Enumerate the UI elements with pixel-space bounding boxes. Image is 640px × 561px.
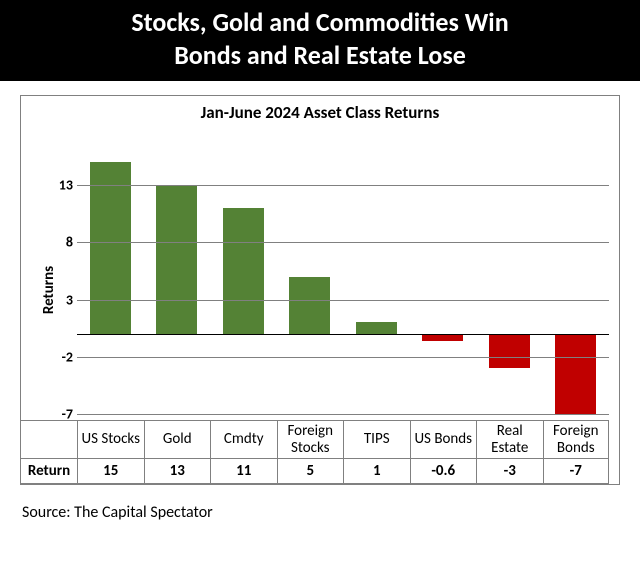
gridline xyxy=(77,300,609,301)
gridline xyxy=(77,242,609,243)
zero-line xyxy=(77,334,609,335)
gridline xyxy=(77,357,609,358)
value-cell: -7 xyxy=(543,458,610,484)
category-cell: US Bonds xyxy=(410,420,477,458)
source-text: Source: The Capital Spectator xyxy=(22,503,618,522)
y-tick-label: 13 xyxy=(47,177,73,194)
category-cell: Gold xyxy=(144,420,211,458)
gridline xyxy=(77,414,609,415)
bar xyxy=(156,185,197,334)
bar xyxy=(555,334,596,414)
chart-title: Jan-June 2024 Asset Class Returns xyxy=(21,102,619,123)
category-cell: Cmdty xyxy=(210,420,277,458)
y-tick-label: 3 xyxy=(47,291,73,308)
table-corner xyxy=(21,420,77,458)
header-line-2: Bonds and Real Estate Lose xyxy=(10,39,630,72)
value-cell: -0.6 xyxy=(410,458,477,484)
category-cell: TIPS xyxy=(343,420,410,458)
category-cell: Foreign Stocks xyxy=(277,420,344,458)
row-header: Return xyxy=(21,458,77,484)
bar xyxy=(489,334,530,368)
value-cell: 13 xyxy=(144,458,211,484)
value-cell: 5 xyxy=(277,458,344,484)
gridline xyxy=(77,185,609,186)
category-cell: US Stocks xyxy=(77,420,144,458)
value-cell: -3 xyxy=(476,458,543,484)
data-table: US StocksGoldCmdtyForeign StocksTIPSUS B… xyxy=(21,420,609,484)
category-cell: Foreign Bonds xyxy=(543,420,610,458)
value-cell: 15 xyxy=(77,458,144,484)
bars-layer xyxy=(77,128,609,414)
bar xyxy=(90,162,131,334)
bar xyxy=(356,322,397,333)
header-banner: Stocks, Gold and Commodities Win Bonds a… xyxy=(0,0,640,81)
category-cell: Real Estate xyxy=(476,420,543,458)
category-row: US StocksGoldCmdtyForeign StocksTIPSUS B… xyxy=(21,420,609,458)
y-tick-label: -2 xyxy=(47,348,73,365)
value-row: Return15131151-0.6-3-7 xyxy=(21,458,609,484)
y-tick-label: 8 xyxy=(47,234,73,251)
value-cell: 1 xyxy=(343,458,410,484)
bar xyxy=(422,334,463,341)
value-cell: 11 xyxy=(210,458,277,484)
plot-area: -7-23813 xyxy=(77,128,609,414)
bar xyxy=(289,277,330,334)
chart-container: Jan-June 2024 Asset Class Returns Return… xyxy=(20,95,620,485)
bar xyxy=(223,208,264,334)
header-line-1: Stocks, Gold and Commodities Win xyxy=(10,6,630,39)
